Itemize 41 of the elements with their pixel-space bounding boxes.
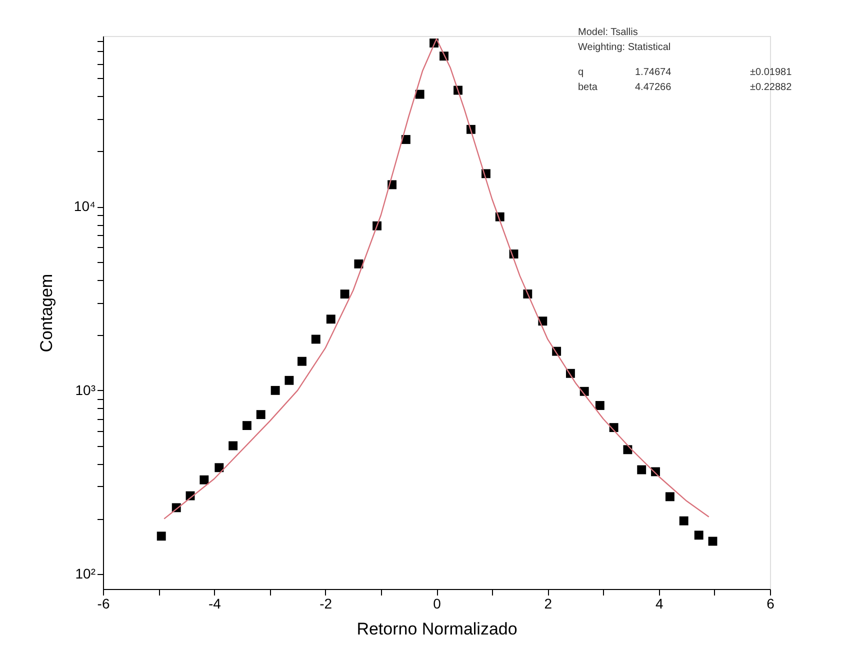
point <box>242 421 252 430</box>
point <box>595 401 604 410</box>
point <box>256 410 266 420</box>
point <box>665 492 674 502</box>
point <box>415 90 424 99</box>
point <box>200 475 209 484</box>
x-tick-label: 6 <box>766 596 775 612</box>
point <box>679 516 688 526</box>
x-tick-label: 0 <box>433 596 442 612</box>
point <box>326 314 336 324</box>
x-tick-label: 2 <box>544 596 552 612</box>
y-tick-label: 10⁴ <box>74 198 96 214</box>
annotation: 4.47266 <box>635 82 672 93</box>
annotation: ±0.01981 <box>750 67 792 78</box>
point <box>156 532 166 541</box>
annotation: q <box>578 67 584 78</box>
annotation: Weighting: Statistical <box>578 42 671 53</box>
x-tick-label: -6 <box>97 596 110 612</box>
y-axis-title: Contagem <box>36 274 56 352</box>
annotation: ±0.22882 <box>750 82 792 93</box>
point <box>311 334 320 344</box>
annotation: beta <box>578 82 598 93</box>
x-tick-label: -4 <box>208 596 222 612</box>
point <box>694 530 704 540</box>
point <box>228 441 238 450</box>
point <box>340 290 350 299</box>
point <box>708 536 718 546</box>
annotation: Model: Tsallis <box>578 27 638 38</box>
point <box>270 386 280 395</box>
line-series <box>164 38 710 520</box>
point <box>284 376 294 385</box>
point <box>354 259 364 268</box>
x-tick-label: 4 <box>655 596 664 612</box>
point <box>298 356 306 366</box>
point <box>214 463 224 472</box>
y-tick-label: 10³ <box>75 382 96 398</box>
x-tick-label: -2 <box>320 596 332 612</box>
y-tick-label: 10² <box>75 566 96 582</box>
annotation: 1.74674 <box>635 67 672 78</box>
x-axis-title: Retorno Normalizado <box>356 620 518 638</box>
point <box>637 465 646 474</box>
